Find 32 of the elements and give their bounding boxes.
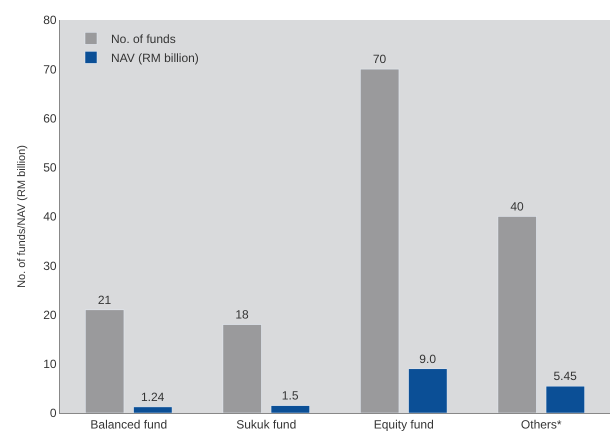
data-label: 1.24 [140,390,165,404]
x-tick-label: Sukuk fund [236,417,296,432]
legend-label: No. of funds [111,32,176,46]
x-tick-label: Equity fund [374,417,434,432]
x-tick-label: Others* [520,417,562,432]
bar [270,405,310,413]
x-tick-label: Balanced fund [90,417,168,432]
y-tick-label: 20 [43,308,57,322]
y-axis-title: No. of funds/NAV (RM billion) [16,145,28,288]
y-tick-label: 0 [50,406,57,420]
data-label: 70 [372,52,387,66]
bar [498,216,537,413]
y-tick-label: 60 [43,111,57,126]
y-tick-label: 70 [43,62,57,76]
bar [222,324,262,413]
y-tick-label: 40 [43,210,57,224]
data-label: 18 [235,308,250,322]
bar [546,386,585,413]
y-tick-label: 30 [43,258,57,273]
bar [133,406,172,413]
bar [408,368,448,413]
data-label: 5.45 [553,369,578,384]
y-tick-label: 10 [43,357,57,372]
y-tick-label: 80 [43,13,57,28]
legend-label: NAV (RM billion) [111,51,199,66]
data-label: 9.0 [419,352,436,366]
bar [85,310,124,413]
data-label: 21 [98,292,112,307]
data-label: 40 [510,200,524,214]
data-label: 1.5 [282,388,299,403]
bar [360,68,400,413]
y-tick-label: 50 [43,160,57,175]
